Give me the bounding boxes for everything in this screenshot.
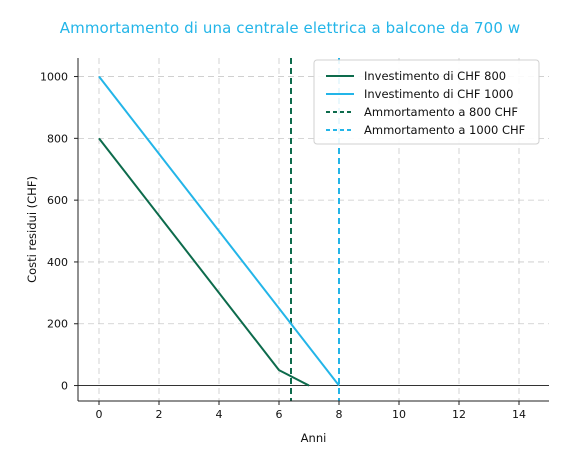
y-tick-label: 1000 [40,71,68,84]
x-axis-label: Anni [301,431,327,445]
series-line-2 [98,75,340,387]
y-tick-label: 200 [47,318,68,331]
axes [77,58,549,402]
x-tick-label: 12 [452,408,466,421]
legend-label-2: Investimento di CHF 1000 [364,87,513,101]
y-tick-label: 400 [47,256,68,269]
y-tick-label: 0 [61,380,68,393]
tick-labels: 0 2 4 6 8 10 12 14 0 200 400 600 800 1000 [40,71,526,421]
x-tick-label: 6 [276,408,283,421]
x-tick-label: 0 [96,408,103,421]
x-tick-label: 4 [216,408,223,421]
y-axis-label: Costi residui (CHF) [25,176,39,283]
legend-label-4: Ammortamento a 1000 CHF [364,123,525,137]
x-tick-label: 2 [156,408,163,421]
x-tick-label: 8 [336,408,343,421]
x-tick-label: 14 [512,408,526,421]
legend-label-1: Investimento di CHF 800 [364,69,506,83]
legend-label-3: Ammortamento a 800 CHF [364,105,518,119]
series-line-1 [98,137,310,387]
y-tick-label: 800 [47,132,68,145]
chart-title: Ammortamento di una centrale elettrica a… [59,19,521,37]
x-tick-label: 10 [392,408,406,421]
series-layer [98,58,340,401]
legend-box [313,59,540,145]
legend: Investimento di CHF 800 Investimento di C… [313,59,540,145]
y-tick-label: 600 [47,194,68,207]
